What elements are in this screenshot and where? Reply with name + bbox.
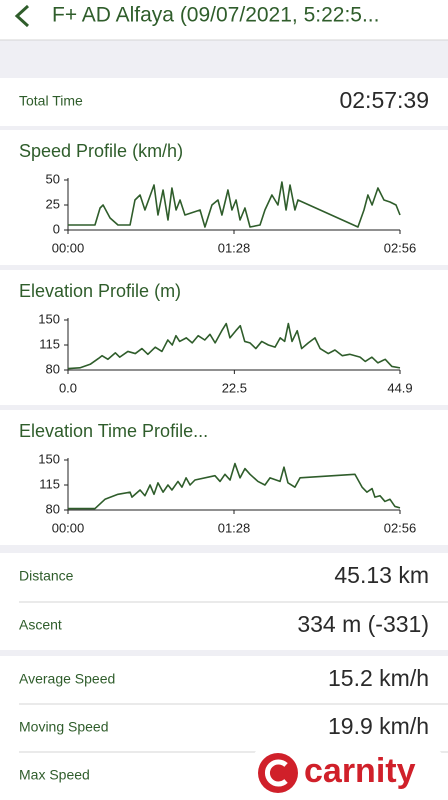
row xyxy=(0,78,448,126)
y-tick-label: 150 xyxy=(38,451,60,466)
logo-text: carnity xyxy=(304,752,416,790)
data-line xyxy=(68,462,401,510)
x-tick-label: 02:56 xyxy=(384,520,417,535)
value: 15.2 km/h xyxy=(328,665,429,691)
label: Ascent xyxy=(19,617,62,633)
label: Max Speed xyxy=(19,767,90,783)
y-tick-label: 115 xyxy=(39,476,60,491)
data-line xyxy=(67,322,401,370)
x-tick-label: 22.5 xyxy=(222,380,247,395)
header-bar xyxy=(0,0,448,40)
chart-card xyxy=(0,130,448,265)
y-tick-label: 150 xyxy=(38,311,60,326)
back-button[interactable] xyxy=(14,4,30,28)
x-tick-label: 00:00 xyxy=(52,240,85,255)
data-line xyxy=(68,181,401,228)
label: Moving Speed xyxy=(19,719,109,735)
chart-title: Elevation Time Profile... xyxy=(19,421,208,441)
y-tick-label: 80 xyxy=(46,361,60,376)
y-tick-label: 80 xyxy=(46,501,60,516)
value: 45.13 km xyxy=(334,562,429,588)
y-tick-label: 25 xyxy=(46,196,60,211)
value: 334 m (-331) xyxy=(297,611,429,637)
x-tick-label: 01:28 xyxy=(218,520,251,535)
chart-card xyxy=(0,410,448,545)
x-tick-label: 01:28 xyxy=(218,240,251,255)
logo-icon-mark xyxy=(265,759,288,787)
x-tick-label: 0.0 xyxy=(59,380,77,395)
chart-title: Elevation Profile (m) xyxy=(19,281,181,301)
y-tick-label: 0 xyxy=(53,221,60,236)
x-tick-label: 02:56 xyxy=(384,240,417,255)
label: Total Time xyxy=(19,93,83,109)
x-tick-label: 00:00 xyxy=(52,520,85,535)
y-tick-label: 115 xyxy=(39,336,60,351)
logo-icon xyxy=(258,753,298,793)
value: 19.9 km/h xyxy=(328,713,429,739)
chart-card xyxy=(0,270,448,405)
label: Distance xyxy=(19,568,74,584)
header-title: F+ AD Alfaya (09/07/2021, 5:22:5... xyxy=(52,4,379,27)
value: 02:57:39 xyxy=(339,87,429,113)
x-tick-label: 44.9 xyxy=(387,380,412,395)
y-tick-label: 50 xyxy=(46,171,60,186)
label: Average Speed xyxy=(19,671,115,687)
chart-title: Speed Profile (km/h) xyxy=(19,141,183,161)
logo-badge xyxy=(250,750,446,800)
